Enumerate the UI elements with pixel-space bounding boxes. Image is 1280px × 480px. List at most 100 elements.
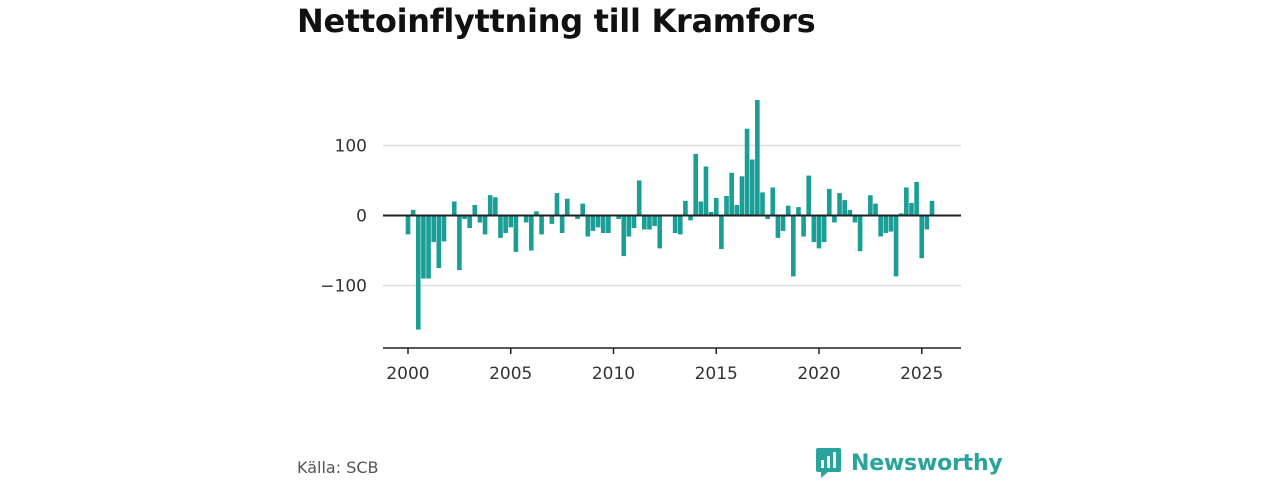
bar (837, 193, 842, 216)
bar (472, 205, 478, 216)
bar (677, 215, 683, 235)
bar (821, 215, 827, 243)
bar (898, 213, 904, 216)
bar (410, 209, 416, 216)
bar (688, 215, 693, 221)
bar (780, 215, 786, 231)
y-tick-label: −100 (320, 277, 367, 297)
bar (775, 215, 781, 238)
bar (457, 215, 462, 271)
source-note: Källa: SCB (297, 458, 379, 477)
bar (693, 153, 699, 216)
bar (451, 201, 457, 216)
bar (600, 215, 606, 233)
bar (683, 200, 688, 216)
bar (559, 215, 565, 233)
bar (415, 215, 421, 330)
bar (431, 215, 436, 243)
bar (791, 215, 796, 277)
bar (806, 175, 812, 216)
bar (873, 203, 878, 216)
bar (657, 215, 663, 249)
bar (462, 215, 467, 219)
bar (513, 215, 519, 252)
bar (893, 215, 899, 277)
bar (832, 215, 837, 223)
bar (919, 215, 925, 259)
bar (734, 205, 740, 216)
bar (590, 215, 596, 231)
bar (914, 181, 919, 216)
x-tick-label: 2015 (695, 364, 738, 384)
brand-logo: Newsworthy (815, 447, 1003, 479)
x-tick-label: 2005 (489, 364, 532, 384)
bar (816, 215, 822, 249)
x-tick-label: 2020 (797, 364, 840, 384)
bar (888, 215, 894, 232)
bar (929, 200, 935, 216)
bar (528, 215, 534, 251)
bar (631, 215, 637, 229)
bar (755, 100, 760, 216)
bar (534, 211, 539, 216)
bar (708, 212, 714, 216)
bar (739, 176, 745, 216)
x-tick-labels: 2000 2005 2010 2015 2020 2025 (386, 364, 943, 384)
bar (857, 215, 863, 252)
bar (744, 128, 750, 216)
x-tick-label: 2010 (592, 364, 635, 384)
bar (482, 215, 488, 235)
bar (595, 215, 601, 228)
bar (564, 198, 570, 216)
bar (909, 202, 914, 216)
bar (868, 195, 873, 216)
bar (852, 215, 858, 223)
bar (703, 166, 709, 216)
bar (878, 215, 883, 237)
bar (626, 215, 632, 237)
y-tick-label: 0 (356, 207, 367, 227)
bar (467, 215, 472, 229)
bar (796, 207, 801, 216)
bar-series (405, 100, 935, 330)
bar (405, 215, 411, 235)
bar (621, 215, 627, 257)
bar (585, 215, 591, 237)
bar (765, 215, 770, 219)
bar (826, 188, 832, 216)
bar (785, 205, 791, 216)
bar (606, 215, 611, 233)
y-tick-label: 100 (335, 137, 367, 157)
bar (749, 159, 755, 216)
bar (549, 215, 555, 224)
bar (924, 215, 930, 230)
bar (647, 215, 652, 230)
bar (698, 201, 704, 216)
x-tick-label: 2000 (386, 364, 429, 384)
bar (477, 215, 483, 223)
bar (508, 215, 514, 228)
bar (421, 215, 426, 279)
bar (760, 192, 765, 216)
brand-name: Newsworthy (851, 450, 1003, 476)
bar (801, 215, 806, 237)
bar (842, 200, 847, 216)
bar (642, 215, 647, 230)
bar (904, 187, 909, 216)
bar (554, 193, 560, 216)
y-tick-labels: 100 0 −100 (320, 137, 367, 297)
bar (498, 215, 503, 238)
bar (487, 195, 493, 216)
bar (575, 215, 580, 219)
bar (672, 215, 678, 233)
x-tick-label: 2025 (900, 364, 943, 384)
bar (436, 215, 442, 268)
bar (811, 215, 817, 243)
bar (523, 215, 529, 223)
bar (426, 215, 431, 279)
bar (729, 172, 734, 216)
bar (724, 195, 729, 216)
bar (493, 197, 498, 216)
bar (503, 215, 508, 233)
